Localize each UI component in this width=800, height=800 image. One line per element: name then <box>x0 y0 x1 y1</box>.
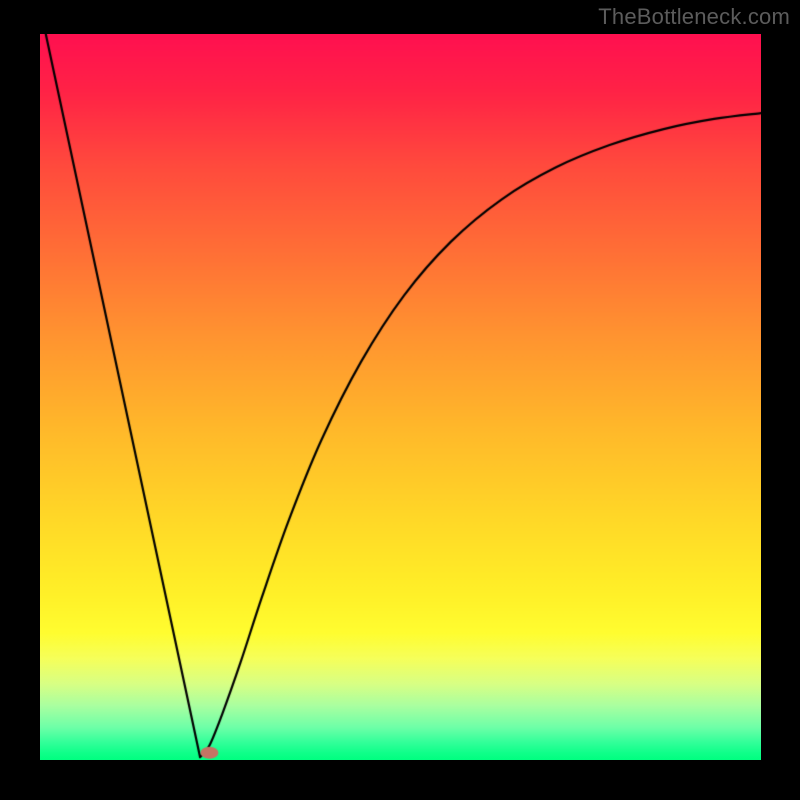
chart-stage: TheBottleneck.com <box>0 0 800 800</box>
plot-canvas <box>40 34 761 760</box>
watermark-text: TheBottleneck.com <box>598 4 790 30</box>
plot-area <box>40 34 761 760</box>
